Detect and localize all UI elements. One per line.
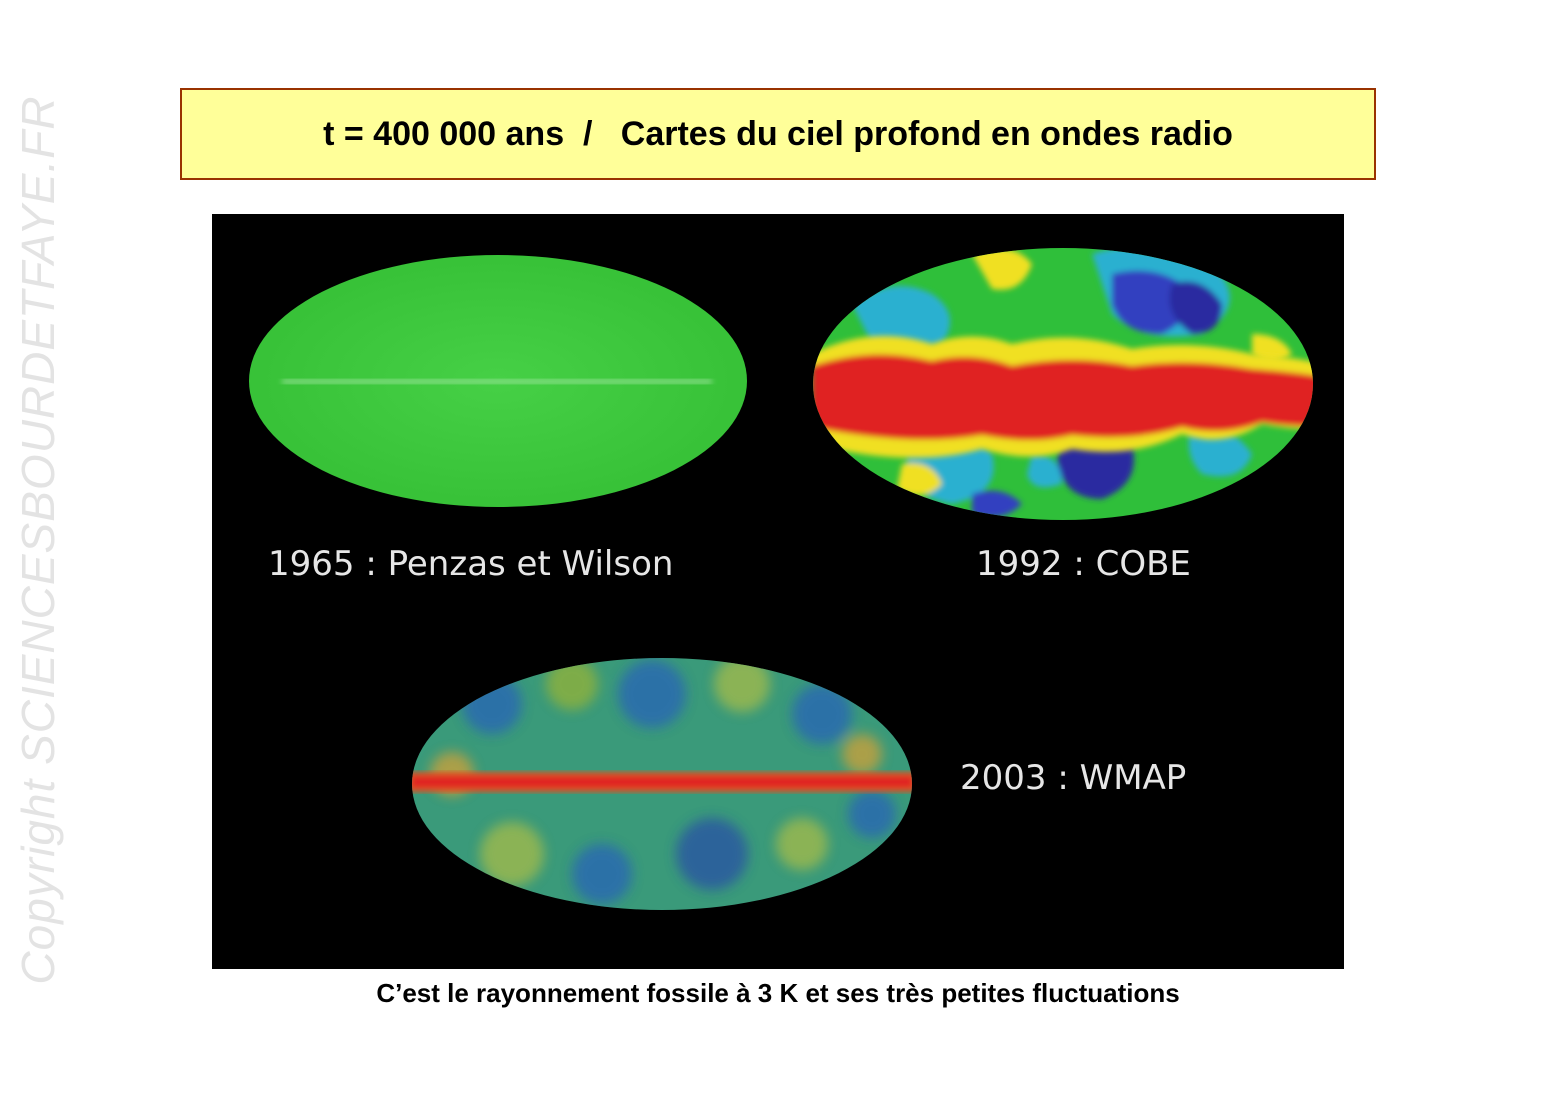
sky-maps-figure: 1965 : Penzas et Wilson 1992 : COBE 2003… <box>212 214 1344 969</box>
wmap-map <box>412 658 912 910</box>
label-cobe: 1992 : COBE <box>976 544 1191 584</box>
page-title: t = 400 000 ans / Cartes du ciel profond… <box>323 114 1233 153</box>
caption: C’est le rayonnement fossile à 3 K et se… <box>376 978 1180 1008</box>
cobe-map <box>813 248 1313 520</box>
penzias-wilson-map <box>249 255 747 507</box>
sky-maps-svg <box>249 248 1313 910</box>
label-penzias-wilson: 1965 : Penzas et Wilson <box>268 544 674 584</box>
faint-galactic-line <box>282 379 712 384</box>
copyright-watermark: Copyright SCIENCESBOURDETFAYE.FR <box>12 95 64 985</box>
title-box: t = 400 000 ans / Cartes du ciel profond… <box>180 88 1376 180</box>
label-wmap: 2003 : WMAP <box>960 758 1187 798</box>
